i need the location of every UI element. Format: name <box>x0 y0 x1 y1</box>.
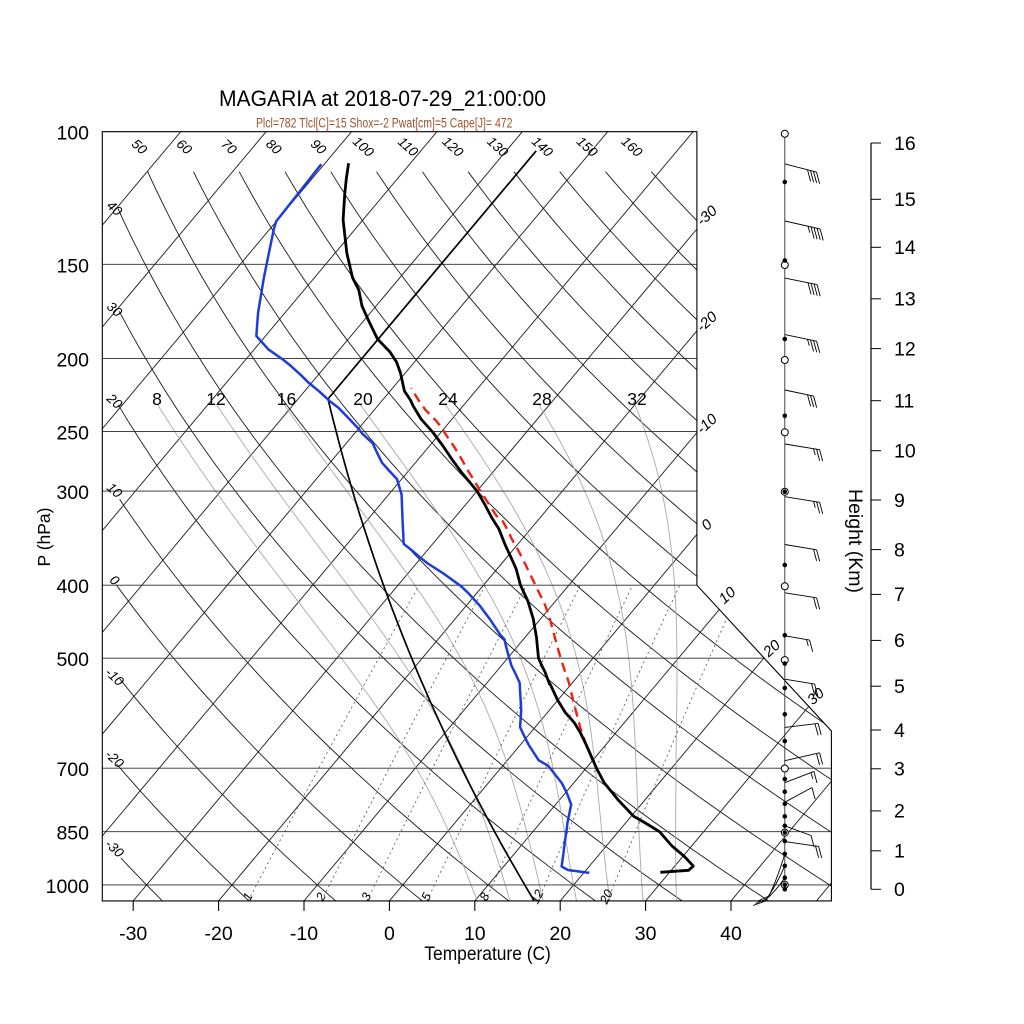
svg-text:8: 8 <box>152 389 162 409</box>
svg-text:16: 16 <box>277 389 296 409</box>
svg-text:150: 150 <box>56 255 89 277</box>
svg-text:32: 32 <box>627 389 646 409</box>
svg-text:4: 4 <box>894 720 905 742</box>
svg-text:11: 11 <box>894 391 914 413</box>
svg-text:-30: -30 <box>119 923 147 945</box>
svg-text:15: 15 <box>894 189 916 211</box>
svg-text:12: 12 <box>528 887 547 906</box>
svg-text:20: 20 <box>549 923 571 945</box>
svg-text:24: 24 <box>438 389 458 409</box>
svg-text:Temperature (C): Temperature (C) <box>424 943 551 965</box>
svg-text:850: 850 <box>56 823 89 845</box>
svg-text:13: 13 <box>894 289 916 311</box>
svg-text:30: 30 <box>635 923 657 945</box>
svg-text:7: 7 <box>894 584 905 606</box>
svg-text:P (hPa): P (hPa) <box>34 507 54 566</box>
svg-text:500: 500 <box>56 649 89 671</box>
svg-text:6: 6 <box>894 630 905 652</box>
svg-text:40: 40 <box>720 923 742 945</box>
svg-text:12: 12 <box>894 338 916 360</box>
svg-text:16: 16 <box>894 133 916 155</box>
svg-text:20: 20 <box>353 389 373 409</box>
svg-text:8: 8 <box>894 539 905 561</box>
svg-text:Height (Km): Height (Km) <box>844 489 866 593</box>
svg-text:2: 2 <box>894 801 905 823</box>
svg-text:200: 200 <box>56 349 89 371</box>
svg-text:Plcl=782 Tlcl[C]=15 Shox=-2 Pw: Plcl=782 Tlcl[C]=15 Shox=-2 Pwat[cm]=5 C… <box>256 116 513 131</box>
svg-text:700: 700 <box>56 759 89 781</box>
svg-text:250: 250 <box>56 422 89 444</box>
svg-text:0: 0 <box>384 923 395 945</box>
svg-text:9: 9 <box>894 490 905 512</box>
svg-text:20: 20 <box>597 887 616 907</box>
svg-text:14: 14 <box>894 237 916 259</box>
svg-text:1000: 1000 <box>46 876 90 898</box>
svg-text:100: 100 <box>56 123 89 145</box>
svg-text:1: 1 <box>894 841 905 863</box>
svg-text:10: 10 <box>894 441 916 463</box>
svg-text:28: 28 <box>532 389 551 409</box>
svg-text:12: 12 <box>206 389 225 409</box>
svg-text:MAGARIA at 2018-07-29_21:00:00: MAGARIA at 2018-07-29_21:00:00 <box>219 86 546 111</box>
svg-text:400: 400 <box>56 576 89 598</box>
svg-text:300: 300 <box>56 482 89 504</box>
svg-text:3: 3 <box>894 759 905 781</box>
svg-text:-20: -20 <box>205 923 233 945</box>
svg-text:0: 0 <box>894 879 905 901</box>
svg-text:5: 5 <box>894 676 905 698</box>
svg-text:10: 10 <box>464 923 486 945</box>
svg-text:-10: -10 <box>290 923 318 945</box>
